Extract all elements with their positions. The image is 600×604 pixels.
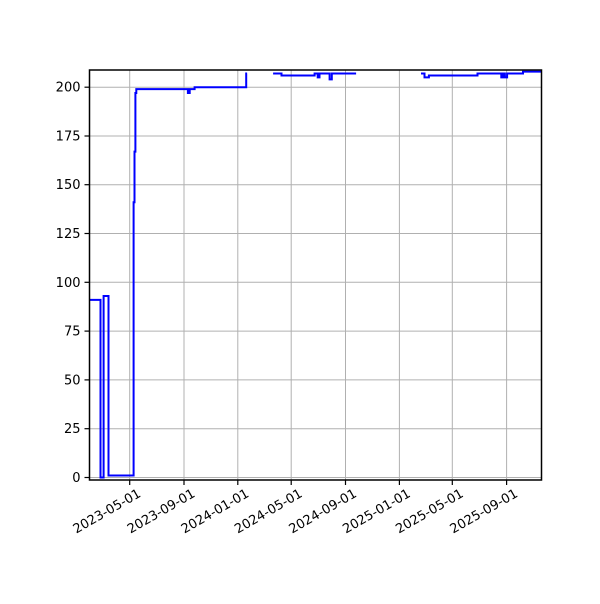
- plot-border: [88, 69, 543, 481]
- series-path: [89, 70, 542, 479]
- y-tick-label: 200: [56, 81, 81, 96]
- y-tick-label: 175: [56, 129, 81, 144]
- series-line: [89, 70, 542, 479]
- y-tick-label: 75: [64, 325, 81, 340]
- y-axis-ticks: 0 25 50 75 100 125 150 175 200: [56, 81, 90, 486]
- x-axis-ticks: 2023-05-012023-09-012024-01-012024-05-01…: [71, 480, 521, 537]
- y-tick-label: 150: [56, 178, 81, 193]
- y-tick-label: 0: [72, 471, 80, 486]
- axes-frame: [88, 69, 543, 481]
- y-tick-label: 25: [64, 422, 81, 437]
- gridlines: [89, 70, 542, 480]
- y-tick-label: 50: [64, 373, 81, 388]
- y-tick-label: 100: [56, 276, 81, 291]
- y-tick-label: 125: [56, 227, 81, 242]
